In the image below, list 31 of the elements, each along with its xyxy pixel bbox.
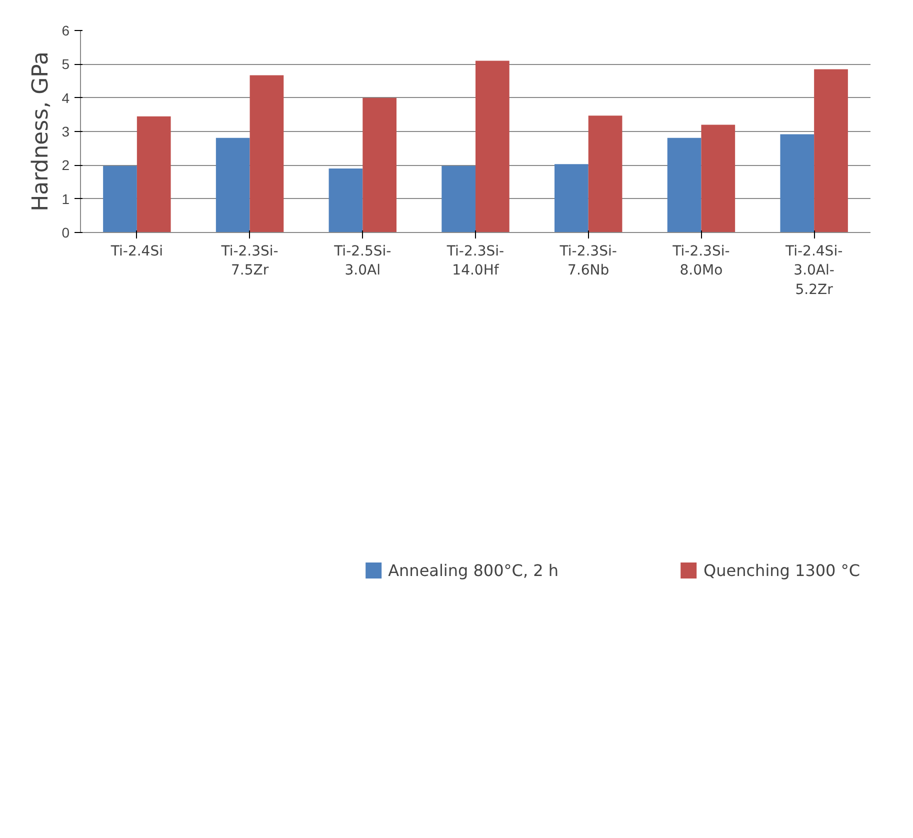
bar	[780, 134, 814, 232]
bar	[136, 116, 171, 232]
bar	[103, 166, 137, 232]
bar	[667, 138, 702, 232]
x-tick-label: Ti-2.3Si-8.0Mo	[672, 244, 730, 279]
bar	[554, 164, 588, 232]
x-tick-label: Ti-2.4Si	[110, 244, 163, 260]
y-tick-label: 2	[62, 157, 70, 174]
bar	[588, 116, 622, 232]
x-tick-label: Ti-2.3Si-7.6Nb	[558, 244, 617, 279]
bar	[328, 168, 363, 232]
bar	[442, 166, 476, 232]
y-tick-label: 6	[62, 22, 70, 38]
legend-label: Annealing 800°C, 2 h	[388, 560, 559, 580]
bar	[701, 124, 736, 232]
y-axis-title: Hardness, GPa	[28, 52, 54, 212]
x-tick-label: Ti-2.3Si-14.0Hf	[446, 244, 504, 279]
y-tick-label: 0	[62, 224, 70, 240]
bar	[362, 98, 396, 232]
bar	[814, 69, 848, 232]
x-tick-label: Ti-2.3Si-7.5Zr	[220, 244, 278, 279]
y-tick-label: 5	[62, 56, 70, 72]
y-tick-label: 1	[62, 190, 70, 207]
bar	[216, 138, 250, 232]
bar	[476, 60, 510, 232]
legend-label: Quenching 1300 °C	[704, 560, 860, 580]
bar	[250, 75, 284, 232]
y-tick-label: 4	[62, 90, 70, 106]
y-tick-label: 3	[62, 124, 70, 140]
x-tick-label: Ti-2.5Si-3.0Al	[333, 244, 392, 279]
x-tick-label: Ti-2.4Si-3.0Al-5.2Zr	[784, 244, 843, 298]
